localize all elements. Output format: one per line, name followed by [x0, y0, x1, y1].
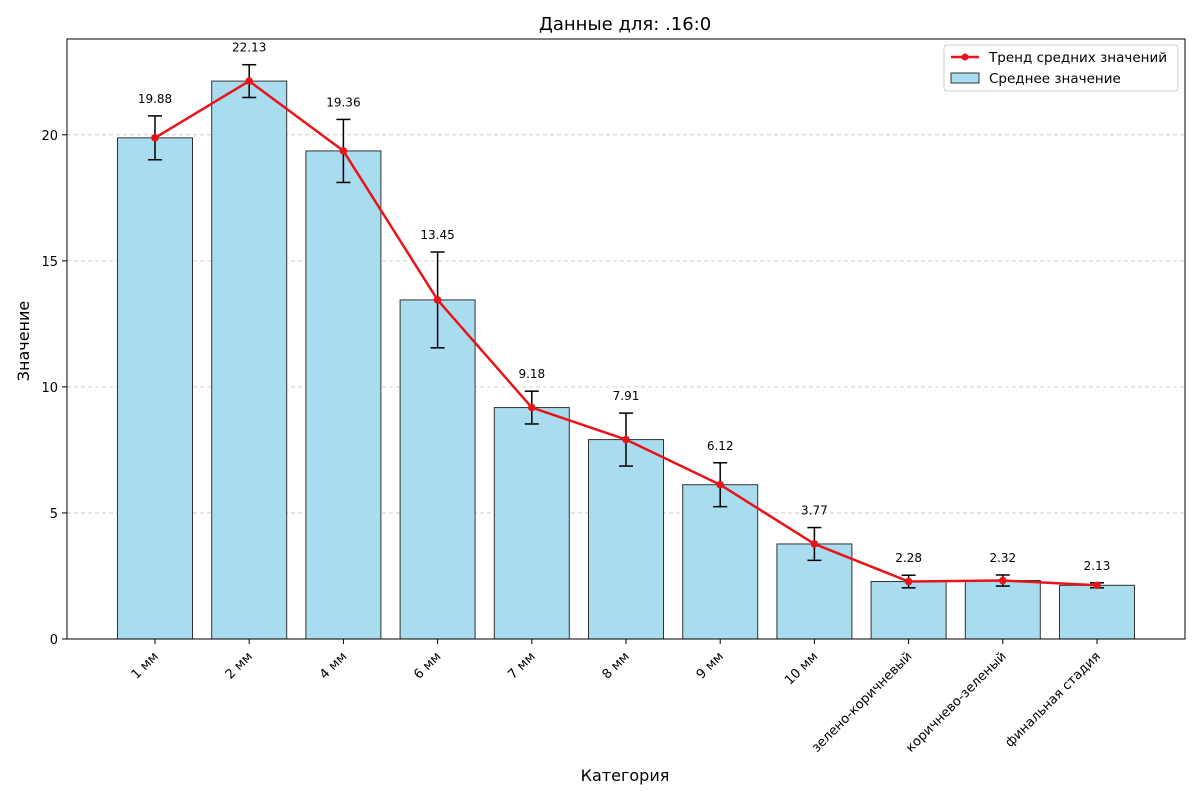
- x-tick-label: 2 мм: [223, 649, 256, 682]
- y-axis: 0 5 10 15 20: [41, 129, 67, 648]
- trend-point: [528, 403, 536, 412]
- x-tick-label: финальная стадия: [1002, 649, 1103, 750]
- trend-point: [433, 296, 442, 304]
- trend-point: [904, 577, 913, 586]
- x-tick-label: 4 мм: [317, 649, 350, 682]
- data-label: 19.36: [326, 95, 360, 109]
- bar: [305, 150, 382, 640]
- trend-point: [622, 435, 630, 444]
- legend-frame: [943, 44, 1179, 92]
- bar: [870, 581, 947, 640]
- trend-point: [1093, 581, 1101, 590]
- legend-line-marker: [961, 53, 969, 61]
- bar: [493, 407, 570, 640]
- data-label: 19.88: [138, 92, 172, 106]
- data-label: 6.12: [707, 439, 734, 453]
- y-tick-label: 0: [50, 633, 58, 648]
- x-tick-label: 8 мм: [600, 649, 633, 682]
- error-bars: [148, 63, 1104, 589]
- x-axis-label: Категория: [581, 766, 670, 785]
- x-tick-label: 6 мм: [411, 649, 444, 682]
- data-label: 2.13: [1084, 559, 1111, 573]
- data-label: 22.13: [232, 41, 266, 55]
- x-tick-label: 1 мм: [129, 649, 162, 682]
- bar: [1059, 584, 1135, 640]
- trend-point: [999, 576, 1007, 585]
- data-label: 9.18: [518, 367, 545, 381]
- bar-series: [117, 80, 1135, 640]
- trend-point: [810, 540, 819, 548]
- bar: [682, 484, 759, 640]
- x-tick-label: 7 мм: [505, 649, 538, 682]
- trend-point: [151, 134, 159, 142]
- y-tick-label: 15: [41, 255, 58, 270]
- trend-point: [339, 147, 348, 155]
- x-axis: 1 мм 2 мм 4 мм 6 мм 7 мм 8 мм 9 мм 10 ммзелено-…: [129, 639, 1104, 756]
- chart-title: Данные для: .16:0: [539, 14, 711, 35]
- y-tick-label: 10: [41, 381, 58, 396]
- data-label: 7.91: [613, 389, 640, 403]
- data-label: 2.32: [989, 551, 1016, 565]
- bar: [399, 299, 476, 640]
- trend-point: [716, 480, 724, 489]
- data-label: 3.77: [801, 504, 828, 518]
- legend: Тренд средних значений Среднее значение: [943, 44, 1179, 92]
- y-tick-label: 5: [50, 507, 58, 522]
- x-tick-label: коричнево-зеленый: [903, 649, 1009, 755]
- bar: [588, 439, 664, 640]
- trend-point: [245, 77, 253, 85]
- bar: [964, 580, 1041, 640]
- bar: [117, 137, 193, 640]
- legend-label-mean: Среднее значение: [989, 71, 1121, 87]
- y-tick-label: 20: [41, 129, 58, 144]
- bar: [211, 80, 288, 640]
- data-label: 2.28: [895, 551, 922, 565]
- data-label: 13.45: [420, 228, 454, 242]
- trend-series: [151, 77, 1101, 590]
- x-tick-label: зелено-коричневый: [809, 649, 915, 755]
- legend-label-trend: Тренд средних значений: [988, 50, 1167, 66]
- x-tick-label: 9 мм: [694, 649, 727, 682]
- y-axis-label: Значение: [14, 301, 33, 382]
- data-labels: 19.88 22.13 19.36 13.45 9.18 7.91 6.12 3.77 2.28…: [138, 41, 1111, 573]
- grid-lines: [67, 134, 1185, 514]
- x-tick-label: 10 мм: [782, 649, 821, 688]
- legend-bar-swatch: [950, 72, 980, 84]
